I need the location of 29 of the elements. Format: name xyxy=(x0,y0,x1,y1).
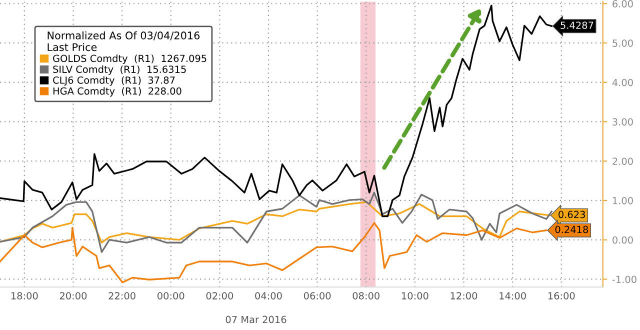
x-tick-label: 00:00 xyxy=(157,292,184,300)
y-tick-label: 6.00 xyxy=(612,0,633,8)
y-tick-label: -1.00 xyxy=(612,276,636,284)
legend-title: Normalized As Of 03/04/2016 Last Price xyxy=(48,31,200,52)
x-tick-label: 20:00 xyxy=(60,292,87,300)
legend-label: SILV Comdty (R1) 15.6315 xyxy=(53,65,186,75)
x-tick-label: 12:00 xyxy=(450,292,478,300)
x-tick-label: 14:00 xyxy=(500,292,526,300)
y-tick-label: 0.00 xyxy=(612,236,633,244)
data-label: 5.4287 xyxy=(560,22,594,29)
x-tick-label: 08:00 xyxy=(352,292,380,300)
y-tick-label: 2.00 xyxy=(612,158,633,165)
text: 07 Mar 2016 xyxy=(226,316,286,324)
data-label: 0.2418 xyxy=(555,226,588,234)
x-tick-label: 02:00 xyxy=(206,292,234,300)
legend-label: CLJ6 Comdty (R1) 37.87 xyxy=(53,76,175,86)
y-tick-label: 1.00 xyxy=(612,196,633,204)
x-tick-label: 10:00 xyxy=(402,292,428,300)
y-tick-label: 3.00 xyxy=(612,118,633,126)
x-tick-label: 06:00 xyxy=(304,292,331,300)
legend-label: HGA Comdty (R1) 228.00 xyxy=(53,87,182,97)
legend-label: GOLDS Comdty (R1) 1267.095 xyxy=(53,54,206,64)
data-label: 0.623 xyxy=(558,210,585,218)
x-tick-label: 18:00 xyxy=(11,292,38,300)
x-tick-label: 22:00 xyxy=(108,292,136,300)
x-tick-label: 04:00 xyxy=(255,292,282,300)
y-tick-label: 5.00 xyxy=(612,39,633,47)
x-tick-label: 16:00 xyxy=(548,292,575,300)
y-tick-label: 4.00 xyxy=(612,78,633,86)
